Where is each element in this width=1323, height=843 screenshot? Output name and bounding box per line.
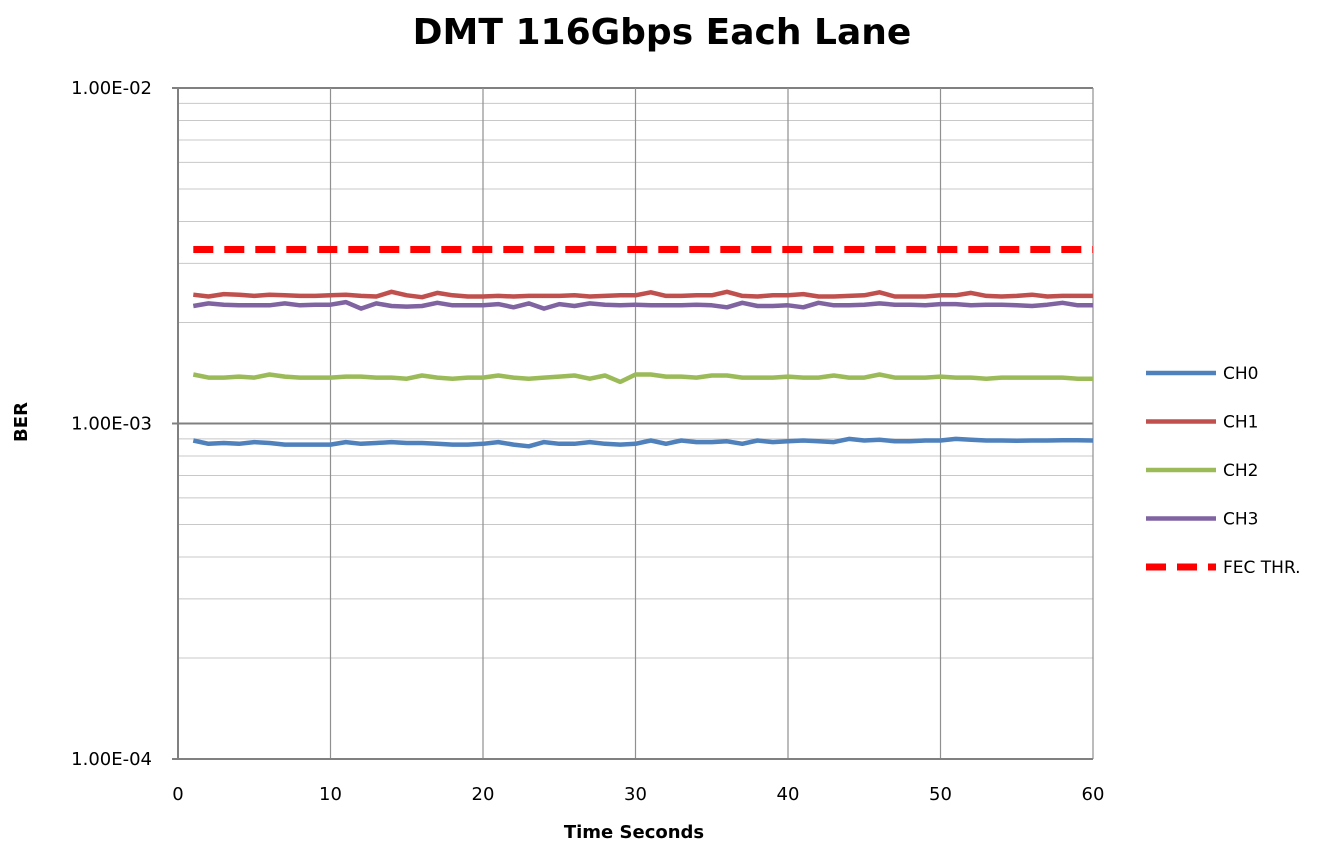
x-axis-title: Time Seconds: [564, 822, 704, 843]
x-tick-label: 60: [1082, 784, 1105, 805]
legend: CH0 CH1 CH2 CH3 FEC THR.: [1146, 364, 1301, 578]
x-tick-label: 20: [472, 784, 495, 805]
x-tick-label: 10: [319, 784, 342, 805]
x-tick-label: 50: [929, 784, 952, 805]
grid: [177, 87, 1094, 760]
y-tick-label: 1.00E-03: [71, 414, 152, 435]
y-tick-label: 1.00E-02: [71, 78, 152, 99]
series-line-ch0: [192, 436, 1094, 449]
y-axis-title: BER: [11, 402, 32, 442]
series-line-ch2: [192, 372, 1093, 385]
x-tick-label: 40: [777, 784, 800, 805]
legend-label: FEC THR.: [1223, 558, 1301, 578]
series-line-ch3: [192, 299, 1093, 311]
series-lines: [192, 246, 1094, 449]
y-tick-label: 1.00E-04: [71, 749, 152, 770]
legend-label: CH2: [1223, 461, 1258, 481]
x-tick-label: 0: [172, 784, 183, 805]
axes: 0 10 20 30 40 50 60 1.00E-04 1.00E-03 1.00E-02: [71, 78, 1104, 805]
series-line-ch1: [193, 289, 1093, 300]
legend-label: CH0: [1223, 364, 1258, 384]
x-tick-label: 30: [624, 784, 647, 805]
chart-title: DMT 116Gbps Each Lane: [413, 12, 912, 53]
legend-label: CH3: [1223, 510, 1258, 530]
legend-label: CH1: [1223, 413, 1258, 433]
